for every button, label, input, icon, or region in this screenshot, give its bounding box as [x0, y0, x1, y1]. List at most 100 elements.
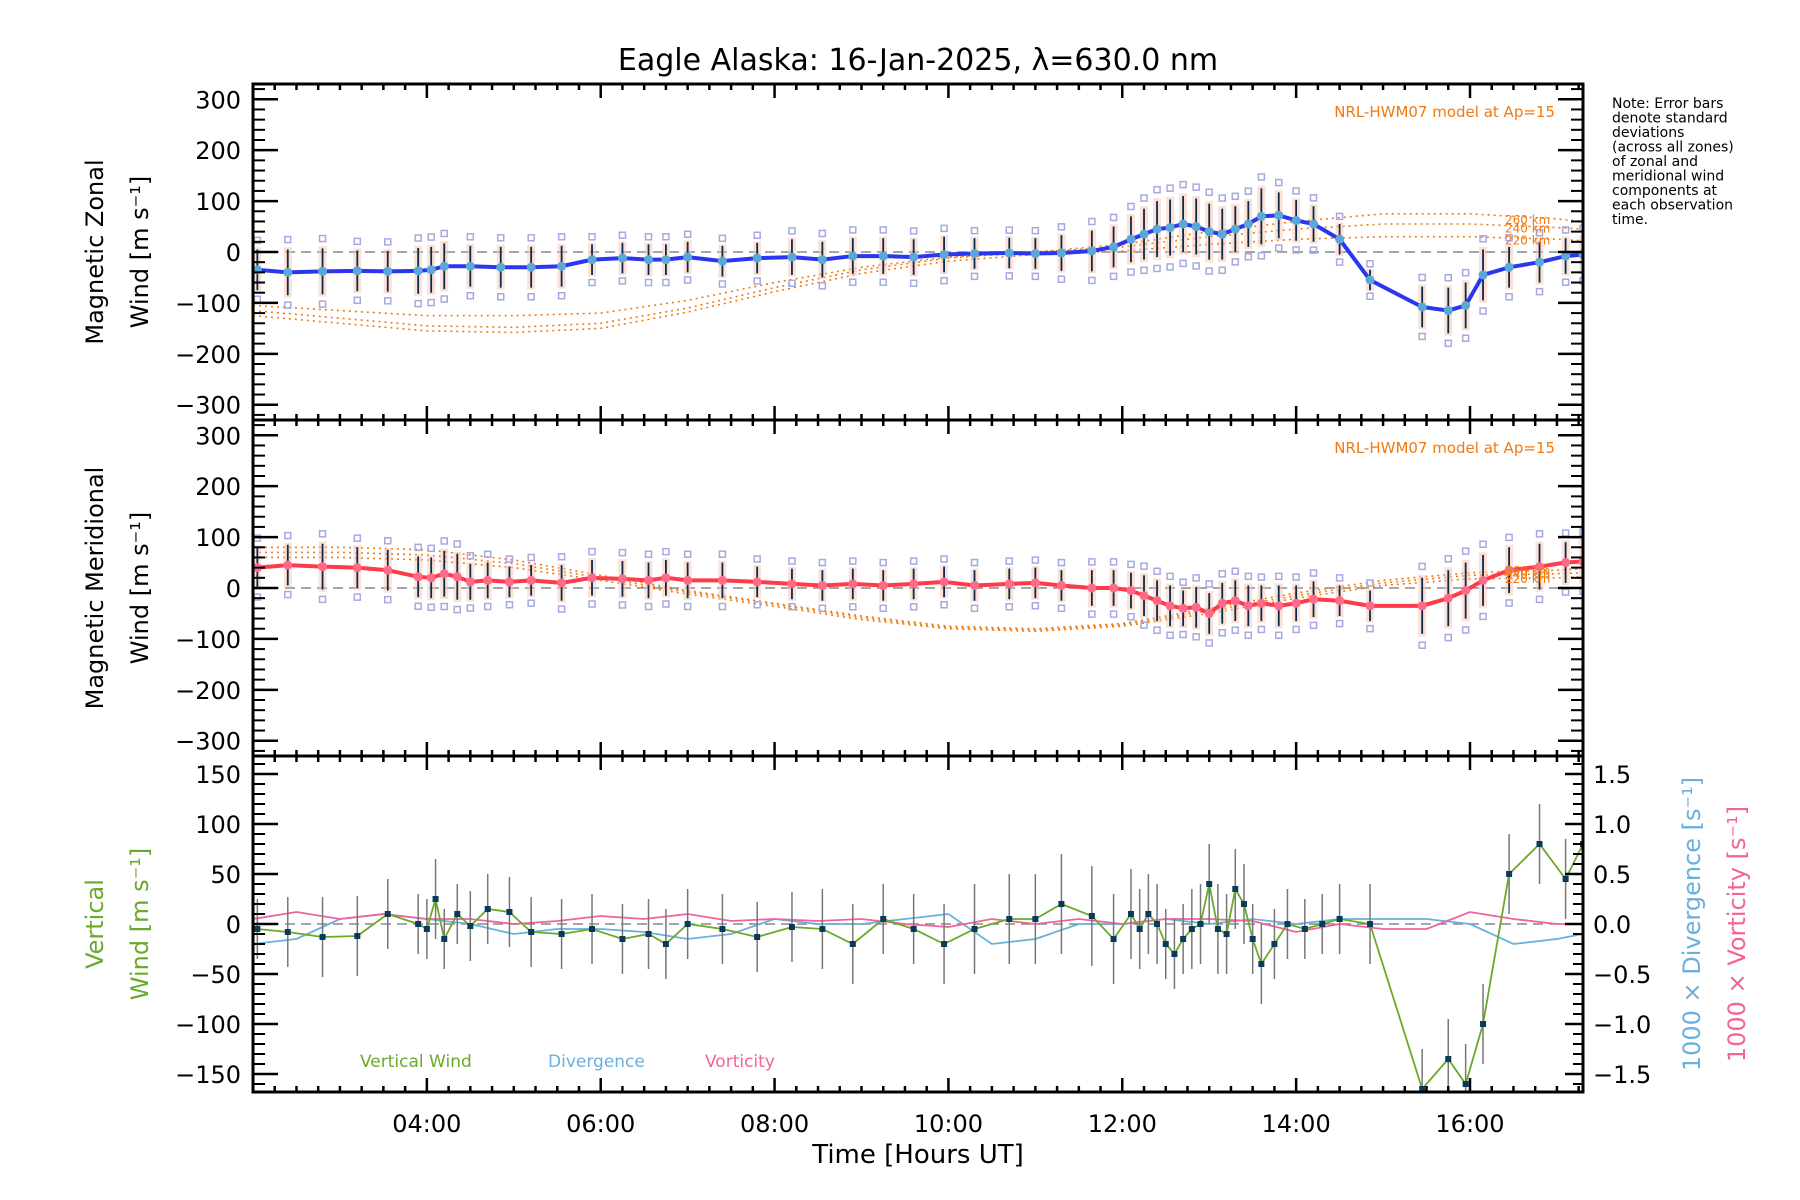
data-point	[717, 256, 727, 266]
zone-marker	[1335, 574, 1344, 582]
zone-marker	[1153, 264, 1161, 273]
y-axis-label-line2: Wind [m s⁻¹]	[126, 176, 154, 328]
zone-marker	[1192, 633, 1200, 641]
zone-marker	[1257, 625, 1266, 634]
data-point	[848, 579, 858, 589]
zone-marker	[496, 292, 505, 301]
data-point	[1504, 565, 1514, 575]
data-point	[1562, 876, 1569, 882]
zone-marker	[618, 601, 627, 609]
zone-marker	[1309, 246, 1318, 254]
data-point	[318, 266, 328, 276]
zone-marker	[284, 590, 292, 599]
x-axis-label: Time [Hours UT]	[811, 1140, 1024, 1170]
vertical-wind-line	[257, 842, 1583, 1091]
zone-marker	[849, 226, 857, 234]
data-point	[752, 253, 762, 263]
data-point	[587, 573, 597, 583]
zone-marker	[788, 603, 796, 611]
zone-marker	[427, 233, 435, 241]
data-point	[819, 926, 826, 932]
zone-marker	[427, 298, 435, 307]
data-point	[384, 911, 391, 917]
zone-marker	[440, 295, 448, 303]
zone-marker	[527, 292, 535, 301]
left-tick-label: 300	[195, 422, 241, 450]
zone-marker	[940, 555, 948, 563]
data-point	[645, 931, 652, 937]
zone-marker	[683, 230, 692, 238]
zone-marker	[818, 558, 827, 567]
zone-marker	[1561, 529, 1570, 537]
data-point	[1536, 841, 1543, 847]
zone-marker	[753, 600, 761, 609]
note-line: Note: Error bars	[1612, 96, 1723, 112]
zone-marker	[427, 603, 435, 612]
y-axis-label-line2: Wind [m s⁻¹]	[126, 512, 154, 664]
zone-marker	[1088, 610, 1096, 618]
left-tick-label: −150	[175, 1061, 241, 1089]
data-point	[319, 934, 326, 940]
model-line-220km	[253, 235, 1583, 334]
zone-marker	[1292, 625, 1300, 634]
zone-marker	[644, 278, 653, 287]
data-point	[1110, 936, 1117, 942]
zone-marker	[557, 552, 566, 561]
data-point	[684, 921, 691, 927]
data-point	[1004, 248, 1014, 258]
data-point	[662, 941, 669, 947]
model-line-240km	[253, 551, 1583, 631]
zone-marker	[644, 233, 653, 241]
zone-marker	[1153, 185, 1161, 194]
data-point	[910, 926, 917, 932]
right-tick-label: 0.0	[1593, 911, 1631, 939]
data-point	[1274, 601, 1284, 611]
data-point	[1291, 598, 1301, 608]
zone-marker	[318, 234, 327, 243]
data-point	[1165, 223, 1175, 233]
zone-marker	[1257, 573, 1266, 581]
zone-marker	[1335, 212, 1344, 221]
data-point	[1284, 921, 1291, 927]
zone-marker	[466, 604, 475, 612]
zone-marker	[753, 555, 761, 563]
zone-marker	[1505, 234, 1513, 242]
data-point	[1136, 926, 1143, 932]
data-point	[1535, 257, 1545, 267]
chart-title: Eagle Alaska: 16-Jan-2025, λ=630.0 nm	[618, 43, 1218, 78]
data-point	[941, 941, 948, 947]
zone-marker	[353, 296, 362, 305]
left-tick-label: −100	[175, 626, 241, 654]
zone-marker	[1309, 569, 1318, 577]
data-point	[1504, 262, 1514, 272]
zone-marker	[718, 602, 727, 611]
x-tick-label: 12:00	[1088, 1110, 1157, 1138]
zone-marker	[383, 297, 392, 305]
zone-marker	[1244, 631, 1253, 640]
zone-marker	[1444, 555, 1453, 563]
zone-marker	[1479, 307, 1487, 315]
data-point	[848, 251, 858, 261]
zone-marker	[318, 300, 327, 308]
zone-marker	[909, 279, 918, 288]
data-point	[1335, 234, 1345, 244]
data-point	[1561, 251, 1571, 261]
zone-marker	[1218, 194, 1226, 202]
zone-marker	[1257, 173, 1266, 181]
zone-marker	[1005, 226, 1014, 234]
data-point	[1152, 224, 1162, 234]
data-point	[661, 255, 671, 265]
data-point	[1214, 926, 1221, 932]
data-point	[971, 926, 978, 932]
x-tick-label: 06:00	[566, 1110, 635, 1138]
zone-marker	[1231, 258, 1240, 266]
left-tick-label: 200	[195, 137, 241, 165]
zone-marker	[1579, 587, 1583, 595]
zone-marker	[1461, 547, 1470, 555]
data-point	[1139, 591, 1149, 601]
data-point	[426, 573, 436, 583]
zone-marker	[353, 237, 362, 246]
data-point	[1232, 886, 1239, 892]
